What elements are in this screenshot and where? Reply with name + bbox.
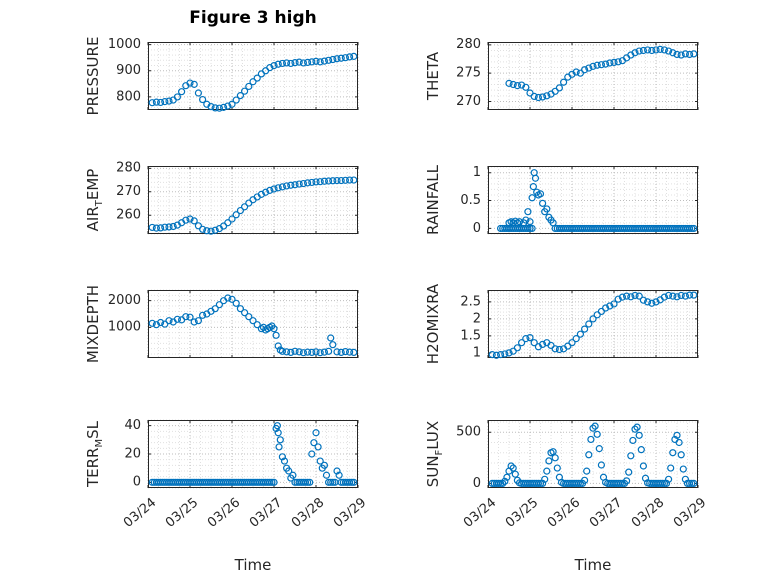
plot-canvas-theta	[424, 30, 710, 122]
plot-canvas-mixdepth	[84, 278, 370, 370]
plot-canvas-pressure	[84, 30, 370, 122]
plot-canvas-sunflux	[424, 408, 710, 553]
plot-canvas-terrmsl	[84, 408, 370, 553]
x-axis-label-right: Time	[574, 556, 612, 574]
plot-canvas-rainfall	[424, 154, 710, 246]
plot-canvas-h2omixra	[424, 278, 710, 370]
plot-canvas-airtemp	[84, 154, 370, 246]
figure-title: Figure 3 high	[189, 8, 317, 28]
x-axis-label-left: Time	[234, 556, 272, 574]
